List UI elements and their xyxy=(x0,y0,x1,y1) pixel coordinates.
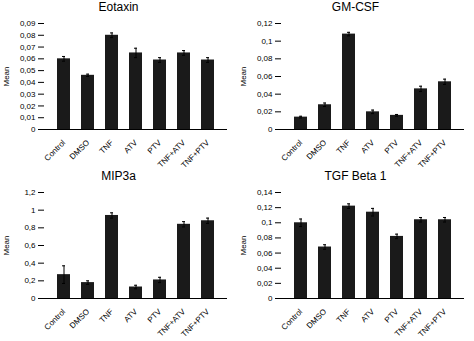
svg-text:0,04: 0,04 xyxy=(20,78,36,87)
svg-text:0,14: 0,14 xyxy=(257,188,273,197)
svg-text:Control: Control xyxy=(43,307,68,332)
svg-text:0,8: 0,8 xyxy=(24,223,36,232)
svg-text:Control: Control xyxy=(280,307,305,332)
svg-text:DMSO: DMSO xyxy=(305,138,328,161)
svg-text:Control: Control xyxy=(280,138,305,163)
svg-text:0,1: 0,1 xyxy=(261,37,273,46)
svg-text:0,12: 0,12 xyxy=(257,203,273,212)
svg-text:0,01: 0,01 xyxy=(20,113,36,122)
svg-text:Mean: Mean xyxy=(2,66,11,86)
svg-text:0,2: 0,2 xyxy=(24,276,36,285)
svg-text:TNF: TNF xyxy=(335,307,352,324)
svg-text:0,03: 0,03 xyxy=(20,90,36,99)
svg-text:ATV: ATV xyxy=(122,138,139,155)
html-text:Eotaxin: Eotaxin xyxy=(98,0,139,14)
svg-text:PTV: PTV xyxy=(146,138,164,156)
html-text:MIP3a: MIP3a xyxy=(101,169,136,183)
svg-text:0,02: 0,02 xyxy=(257,107,273,116)
svg-text:TNF+PTV: TNF+PTV xyxy=(180,307,212,338)
svg-text:Mean: Mean xyxy=(2,235,11,255)
svg-text:0,09: 0,09 xyxy=(20,19,36,28)
svg-text:0,08: 0,08 xyxy=(257,54,273,63)
svg-text:0,1: 0,1 xyxy=(261,218,273,227)
svg-text:TNF: TNF xyxy=(335,138,352,155)
svg-text:DMSO: DMSO xyxy=(305,307,328,330)
svg-text:0,05: 0,05 xyxy=(20,66,36,75)
svg-text:1: 1 xyxy=(31,206,36,215)
svg-text:0,02: 0,02 xyxy=(20,102,36,111)
svg-text:Mean: Mean xyxy=(239,66,248,86)
svg-text:0,06: 0,06 xyxy=(257,72,273,81)
svg-text:TNF+PTV: TNF+PTV xyxy=(180,138,212,169)
svg-text:0,12: 0,12 xyxy=(257,19,273,28)
svg-text:ATV: ATV xyxy=(359,138,376,155)
svg-text:0,08: 0,08 xyxy=(20,31,36,40)
svg-text:0,6: 0,6 xyxy=(24,241,36,250)
svg-text:DMSO: DMSO xyxy=(68,138,91,161)
svg-text:TNF+PTV: TNF+PTV xyxy=(417,307,449,338)
svg-text:0,02: 0,02 xyxy=(257,279,273,288)
svg-text:0,07: 0,07 xyxy=(20,43,36,52)
svg-text:0,08: 0,08 xyxy=(257,233,273,242)
svg-text:TNF+PTV: TNF+PTV xyxy=(417,138,449,169)
svg-text:0,06: 0,06 xyxy=(257,249,273,258)
svg-text:TNF: TNF xyxy=(98,138,115,155)
svg-text:0: 0 xyxy=(31,125,36,134)
svg-text:Control: Control xyxy=(43,138,68,163)
svg-text:0,06: 0,06 xyxy=(20,54,36,63)
svg-text:DMSO: DMSO xyxy=(68,307,91,330)
svg-text:1,2: 1,2 xyxy=(24,188,36,197)
html-text:TGF Beta 1: TGF Beta 1 xyxy=(324,169,387,183)
svg-text:0: 0 xyxy=(31,294,36,303)
svg-text:ATV: ATV xyxy=(122,307,139,324)
svg-text:0,4: 0,4 xyxy=(24,259,36,268)
svg-text:0,04: 0,04 xyxy=(257,90,273,99)
svg-text:0: 0 xyxy=(268,125,273,134)
svg-text:PTV: PTV xyxy=(383,307,401,325)
svg-text:0: 0 xyxy=(268,294,273,303)
svg-text:ATV: ATV xyxy=(359,307,376,324)
svg-text:PTV: PTV xyxy=(146,307,164,325)
svg-text:Mean: Mean xyxy=(239,235,248,255)
svg-text:TNF: TNF xyxy=(98,307,115,324)
svg-text:PTV: PTV xyxy=(383,138,401,156)
svg-text:0,04: 0,04 xyxy=(257,264,273,273)
html-text:GM-CSF: GM-CSF xyxy=(331,0,380,14)
